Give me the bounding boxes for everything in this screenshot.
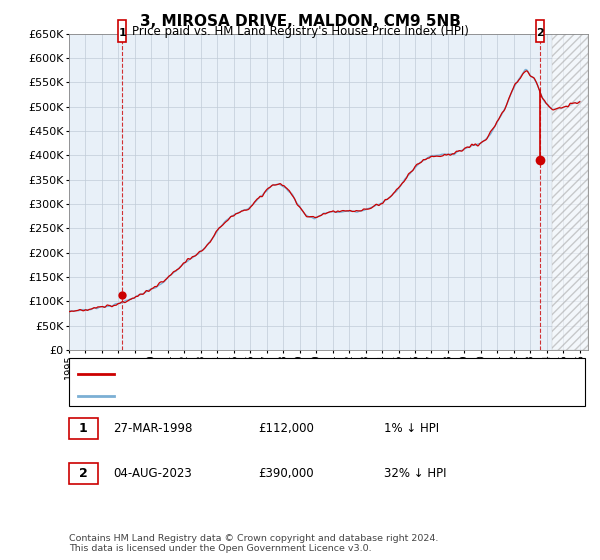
Text: 3, MIROSA DRIVE, MALDON, CM9 5NB (detached house): 3, MIROSA DRIVE, MALDON, CM9 5NB (detach… bbox=[120, 368, 432, 379]
Text: £112,000: £112,000 bbox=[258, 422, 314, 435]
Text: £390,000: £390,000 bbox=[258, 466, 314, 480]
Text: 1: 1 bbox=[118, 27, 126, 38]
Text: 1% ↓ HPI: 1% ↓ HPI bbox=[384, 422, 439, 435]
Text: 2: 2 bbox=[536, 27, 544, 38]
Text: 2: 2 bbox=[79, 466, 88, 480]
Text: 04-AUG-2023: 04-AUG-2023 bbox=[113, 466, 191, 480]
FancyBboxPatch shape bbox=[536, 20, 544, 42]
Text: 3, MIROSA DRIVE, MALDON, CM9 5NB: 3, MIROSA DRIVE, MALDON, CM9 5NB bbox=[140, 14, 460, 29]
Text: Price paid vs. HM Land Registry's House Price Index (HPI): Price paid vs. HM Land Registry's House … bbox=[131, 25, 469, 38]
Text: 1: 1 bbox=[79, 422, 88, 435]
Text: 32% ↓ HPI: 32% ↓ HPI bbox=[384, 466, 446, 480]
Text: 27-MAR-1998: 27-MAR-1998 bbox=[113, 422, 192, 435]
Text: Contains HM Land Registry data © Crown copyright and database right 2024.
This d: Contains HM Land Registry data © Crown c… bbox=[69, 534, 439, 553]
Text: HPI: Average price, detached house, Maldon: HPI: Average price, detached house, Mald… bbox=[120, 390, 367, 400]
FancyBboxPatch shape bbox=[118, 20, 127, 42]
